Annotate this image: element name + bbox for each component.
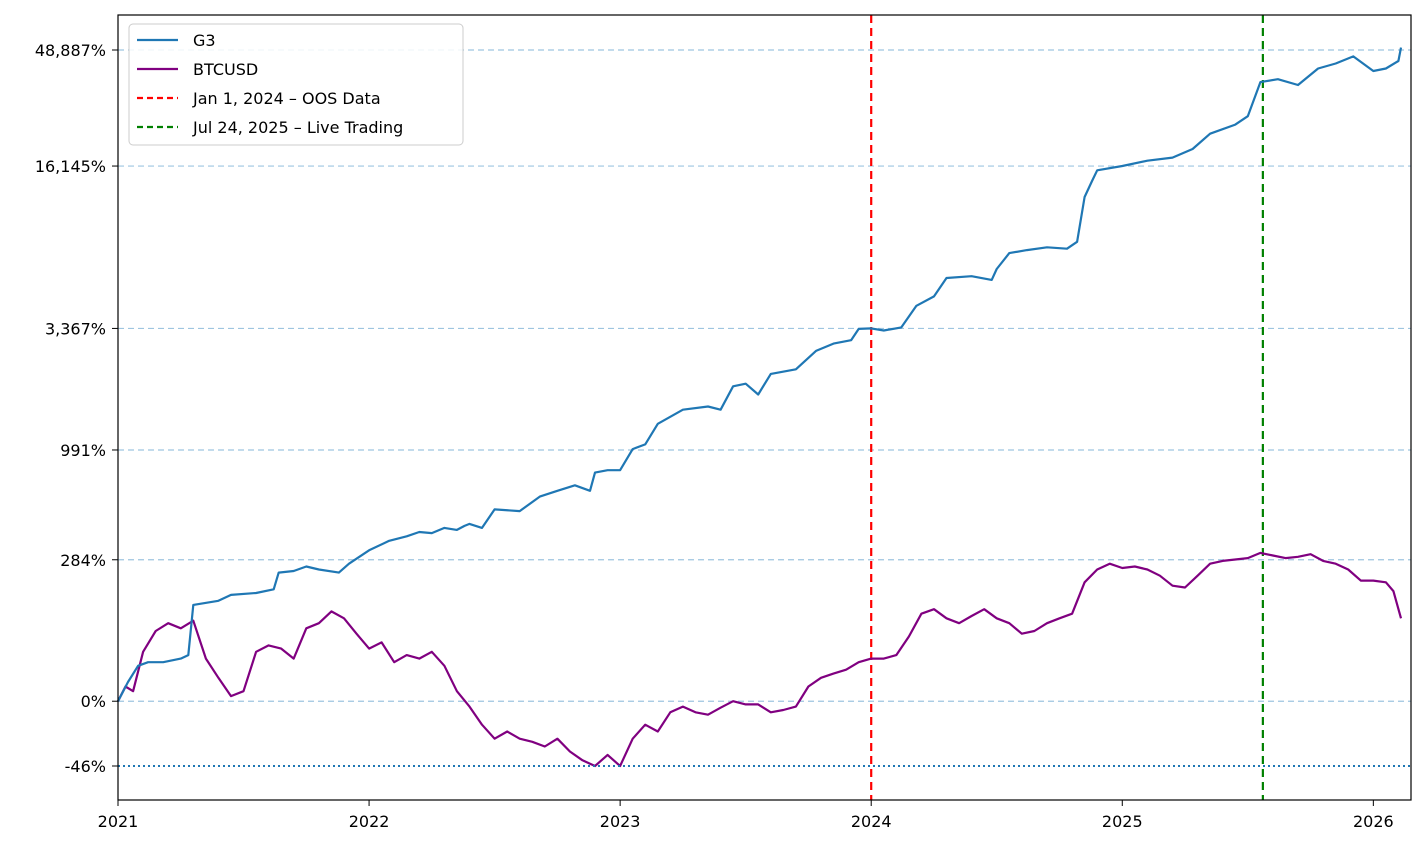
legend-box [128, 23, 464, 146]
legend-label: Jan 1, 2024 – OOS Data [192, 89, 381, 108]
legend-label: BTCUSD [193, 60, 258, 79]
series-group [117, 47, 1403, 768]
y-tick-label: 3,367% [45, 319, 106, 338]
y-tick-label: 0% [81, 692, 106, 711]
y-axis: 48,887% 16,145% 3,367% 991% 284% 0% -46% [35, 41, 118, 776]
series-line-btcusd [117, 551, 1403, 768]
y-tick-label: 16,145% [35, 157, 106, 176]
legend: G3 BTCUSD Jan 1, 2024 – OOS Data Jul 24, 20… [128, 23, 464, 146]
x-tick-label: 2024 [851, 812, 892, 831]
x-tick-label: 2026 [1353, 812, 1394, 831]
legend-label: Jul 24, 2025 – Live Trading [192, 118, 403, 137]
legend-label: G3 [193, 31, 216, 50]
plot-frame [117, 14, 1412, 801]
x-tick-label: 2022 [349, 812, 390, 831]
x-tick-label: 2023 [600, 812, 641, 831]
y-tick-label: 284% [60, 551, 106, 570]
y-tick-label: 991% [60, 441, 106, 460]
x-tick-label: 2021 [98, 812, 139, 831]
series-line-g3 [117, 47, 1403, 702]
y-tick-label: -46% [65, 757, 106, 776]
y-tick-label: 48,887% [35, 41, 106, 60]
x-tick-label: 2025 [1102, 812, 1143, 831]
x-axis: 2021 2022 2023 2024 2025 2026 [98, 800, 1394, 831]
vertical-markers [870, 15, 1264, 800]
